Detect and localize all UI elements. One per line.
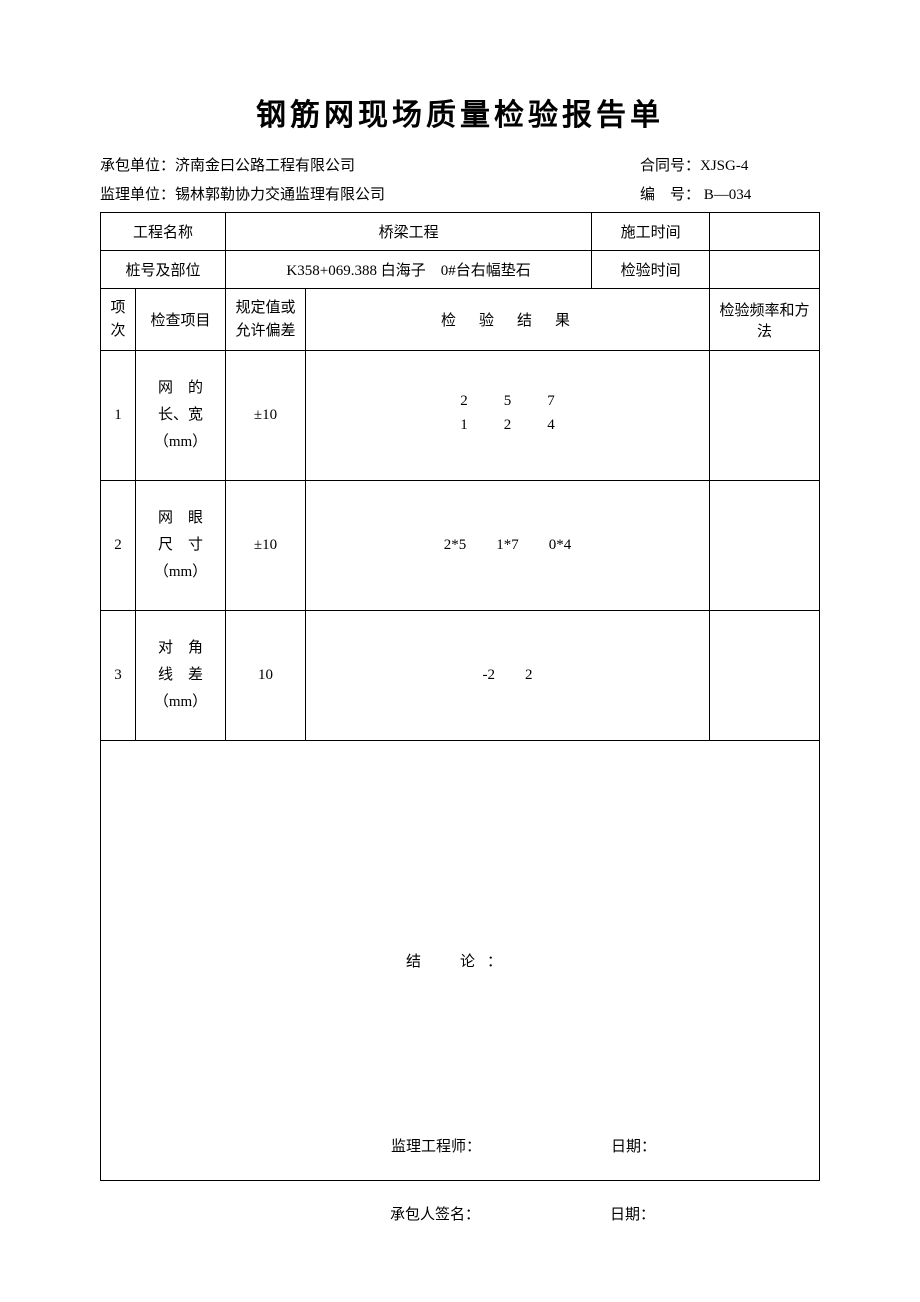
table-row: 1 网 的 长、宽 （mm） ±10 215274 — [101, 351, 820, 481]
construction-time-label: 施工时间 — [592, 213, 710, 251]
supervisor-unit-value: 锡林郭勒协力交通监理有限公司 — [175, 187, 385, 203]
contractor-sign-row: 承包人签名： 日期： — [100, 1203, 820, 1224]
construction-time-value — [710, 213, 820, 251]
col-header-item: 检查项目 — [136, 289, 226, 351]
header-row-supervisor: 监理单位：锡林郭勒协力交通监理有限公司 编 号： B—034 — [100, 183, 820, 204]
contractor-label: 承包单位： — [100, 158, 175, 174]
col-header-tolerance: 规定值或允许偏差 — [226, 289, 306, 351]
row-freq — [710, 351, 820, 481]
contractor-sign-label: 承包人签名： — [390, 1203, 480, 1224]
project-name-value: 桥梁工程 — [226, 213, 592, 251]
inspection-time-value — [710, 251, 820, 289]
row-result: 2*5 1*7 0*4 — [306, 481, 710, 611]
row-item: 对 角 线 差 （mm） — [136, 611, 226, 741]
row-freq — [710, 481, 820, 611]
row-tolerance: 10 — [226, 611, 306, 741]
conclusion-label: 结 论： — [406, 954, 514, 970]
inspection-table: 工程名称 桥梁工程 施工时间 桩号及部位 K358+069.388 白海子 0#… — [100, 212, 820, 1181]
contractor-value: 济南金曰公路工程有限公司 — [175, 158, 355, 174]
row-item: 网 眼 尺 寸 （mm） — [136, 481, 226, 611]
contract-no-label: 合同号： — [640, 158, 700, 174]
supervisor-sign-label: 监理工程师： — [391, 1135, 481, 1156]
conclusion-row: 结 论： 监理工程师： 日期： — [101, 741, 820, 1181]
supervisor-unit-label: 监理单位： — [100, 187, 175, 203]
row-index: 2 — [101, 481, 136, 611]
serial-value: B—034 — [700, 187, 751, 203]
table-header-row: 项次 检查项目 规定值或允许偏差 检 验 结 果 检验频率和方法 — [101, 289, 820, 351]
row-result: 215274 — [306, 351, 710, 481]
row-result: -2 2 — [306, 611, 710, 741]
row-tolerance: ±10 — [226, 481, 306, 611]
row-tolerance: ±10 — [226, 351, 306, 481]
project-name-label: 工程名称 — [101, 213, 226, 251]
document-title: 钢筋网现场质量检验报告单 — [100, 90, 820, 134]
table-row: 2 网 眼 尺 寸 （mm） ±10 2*5 1*7 0*4 — [101, 481, 820, 611]
conclusion-footer: 监理工程师： 日期： — [101, 1135, 819, 1156]
footer-date-label: 日期： — [610, 1203, 655, 1224]
inspection-time-label: 检验时间 — [592, 251, 710, 289]
info-row-project: 工程名称 桥梁工程 施工时间 — [101, 213, 820, 251]
header-row-contractor: 承包单位：济南金曰公路工程有限公司 合同号：XJSG-4 — [100, 154, 820, 175]
info-row-station: 桩号及部位 K358+069.388 白海子 0#台右幅垫石 检验时间 — [101, 251, 820, 289]
row-item: 网 的 长、宽 （mm） — [136, 351, 226, 481]
row-freq — [710, 611, 820, 741]
col-header-freq: 检验频率和方法 — [710, 289, 820, 351]
row-index: 1 — [101, 351, 136, 481]
row-index: 3 — [101, 611, 136, 741]
table-row: 3 对 角 线 差 （mm） 10 -2 2 — [101, 611, 820, 741]
serial-label: 编 号： — [640, 187, 700, 203]
conclusion-date-label: 日期： — [611, 1135, 656, 1156]
col-header-index: 项次 — [101, 289, 136, 351]
station-label: 桩号及部位 — [101, 251, 226, 289]
contract-no-value: XJSG-4 — [700, 158, 748, 174]
station-value: K358+069.388 白海子 0#台右幅垫石 — [226, 251, 592, 289]
col-header-result: 检 验 结 果 — [306, 289, 710, 351]
conclusion-cell: 结 论： 监理工程师： 日期： — [101, 741, 820, 1181]
